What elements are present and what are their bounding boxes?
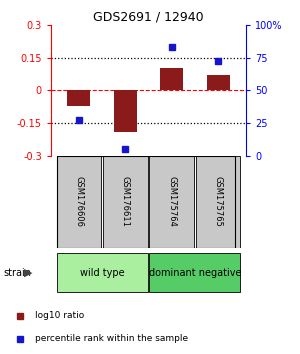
Text: strain: strain	[3, 268, 31, 278]
Bar	[149, 253, 240, 292]
Bar	[160, 68, 183, 90]
Text: wild type: wild type	[80, 268, 124, 278]
Text: dominant negative: dominant negative	[149, 268, 241, 278]
Text: GSM176611: GSM176611	[121, 176, 130, 227]
Bar	[57, 156, 101, 248]
Bar	[206, 75, 230, 90]
Bar	[149, 156, 194, 248]
Bar	[114, 90, 137, 132]
Text: GSM175764: GSM175764	[167, 176, 176, 227]
Text: percentile rank within the sample: percentile rank within the sample	[35, 335, 188, 343]
Bar	[103, 156, 148, 248]
Text: GSM175765: GSM175765	[214, 176, 223, 227]
Text: log10 ratio: log10 ratio	[35, 312, 84, 320]
Bar	[67, 90, 91, 105]
Text: ▶: ▶	[24, 268, 32, 278]
Bar	[57, 253, 148, 292]
Bar	[196, 156, 240, 248]
Title: GDS2691 / 12940: GDS2691 / 12940	[93, 11, 204, 24]
Text: GSM176606: GSM176606	[74, 176, 83, 227]
